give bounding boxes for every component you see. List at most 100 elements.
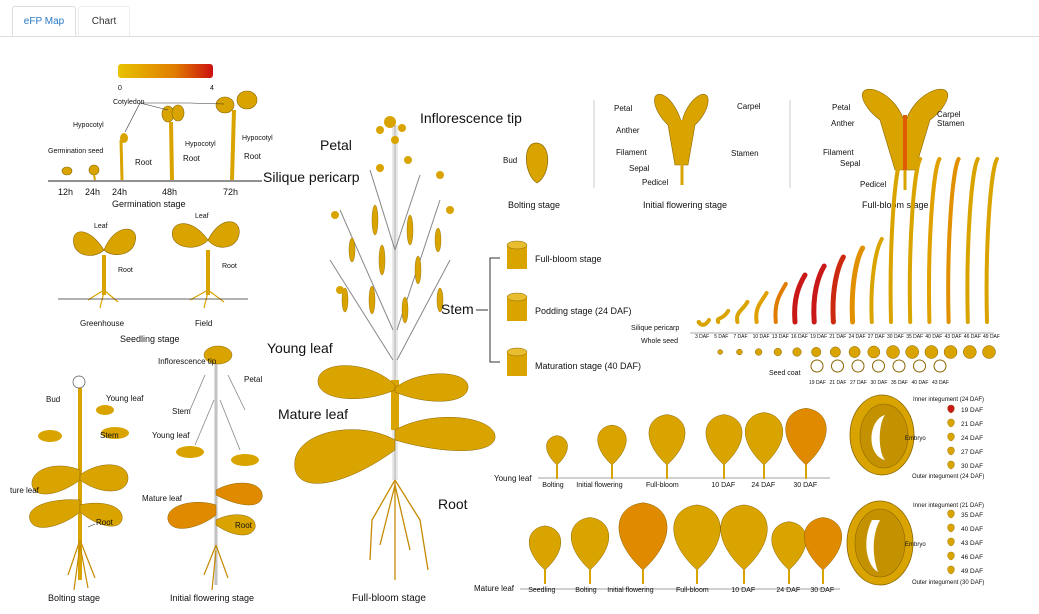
- bolting-young-leaves[interactable]: [38, 405, 129, 442]
- young_leaf_row-leaf-0[interactable]: [546, 435, 568, 466]
- germ-seedling-72h[interactable]: [215, 90, 258, 181]
- seed-coat-1[interactable]: [831, 359, 844, 373]
- silique-pericarp-3[interactable]: [754, 291, 769, 324]
- silique-pericarp-15[interactable]: [984, 157, 999, 324]
- seed_lower-daf-seed-3[interactable]: [947, 551, 955, 561]
- mature_leaf_row-stage-6: 30 DAF: [810, 587, 834, 594]
- young_leaf_row-leaf-2[interactable]: [648, 414, 686, 466]
- mature_leaf_row-stage-1: Bolting: [575, 587, 597, 594]
- whole-seed-14[interactable]: [963, 345, 977, 359]
- silique-pericarp-2[interactable]: [735, 300, 750, 324]
- silique-pericarp-7[interactable]: [830, 254, 846, 325]
- initial-inflorescence-tip[interactable]: [203, 345, 233, 365]
- seed_upper-daf-label-3: 27 DAF: [961, 449, 983, 456]
- whole-seed-12[interactable]: [924, 345, 939, 359]
- silique-daf-label-13: 43 DAF: [945, 334, 962, 340]
- silique-pericarp-9[interactable]: [869, 237, 884, 324]
- seed-coat-5[interactable]: [913, 359, 926, 373]
- whole-seed-10[interactable]: [886, 345, 900, 359]
- tab-efp-map[interactable]: eFP Map: [12, 6, 76, 36]
- young_leaf_row-leaf-1[interactable]: [597, 424, 627, 466]
- initial-flower-filament: Filament: [616, 148, 647, 157]
- fullbloom-petals[interactable]: [331, 156, 454, 294]
- mature_leaf_row-leaf-0[interactable]: [529, 525, 561, 571]
- fullbloom-siliques[interactable]: [341, 204, 444, 324]
- seed-coat-4[interactable]: [892, 359, 906, 373]
- seed_upper-daf-seed-3[interactable]: [947, 446, 955, 456]
- seedling-field[interactable]: [171, 221, 240, 309]
- seed-coat-2[interactable]: [851, 359, 865, 373]
- silique-pericarp-12[interactable]: [927, 157, 942, 324]
- mature_leaf_row-leaf-4[interactable]: [720, 504, 768, 571]
- silique-pericarp-14[interactable]: [965, 157, 980, 324]
- mature_leaf_row-leaf-6[interactable]: [804, 517, 842, 571]
- silique-pericarp-6[interactable]: [811, 263, 827, 325]
- germ-seed-24h[interactable]: [88, 164, 100, 181]
- germ-seedling-48h[interactable]: [161, 104, 185, 181]
- initial-young-leaves[interactable]: [176, 446, 259, 466]
- fullbloom-root[interactable]: [369, 479, 429, 580]
- germ-seed-12h[interactable]: [61, 166, 73, 176]
- stem-cylinder-podding[interactable]: [506, 292, 528, 321]
- seed-coat-daf-1: 21 DAF: [830, 380, 847, 386]
- mature_leaf_row-leaf-2[interactable]: [618, 502, 668, 571]
- whole-seed-7[interactable]: [830, 346, 841, 358]
- seed-coat-6[interactable]: [933, 359, 947, 373]
- silique-pericarp-0[interactable]: [696, 318, 711, 327]
- silique-pericarp-1[interactable]: [715, 309, 731, 324]
- seed_upper-daf-seed-0[interactable]: [947, 404, 955, 414]
- mature_leaf_row-leaf-5[interactable]: [771, 521, 807, 571]
- whole-seed-6[interactable]: [811, 347, 822, 357]
- whole-seed-2[interactable]: [736, 348, 743, 356]
- silique-pericarp-8[interactable]: [849, 245, 866, 325]
- young_leaf_row-leaf-5[interactable]: [785, 408, 827, 466]
- fullbloom-young-leaves[interactable]: [317, 365, 469, 402]
- seed_upper-daf-label-0: 19 DAF: [961, 407, 983, 414]
- whole-seed-5[interactable]: [792, 347, 802, 357]
- seed_upper-daf-seed-4[interactable]: [947, 460, 955, 470]
- seed-coat-daf-4: 35 DAF: [891, 380, 908, 386]
- seed_lower-daf-seed-0[interactable]: [947, 509, 955, 519]
- silique-pericarp-10[interactable]: [888, 157, 903, 324]
- seed_upper-daf-seed-2[interactable]: [947, 432, 955, 442]
- young_leaf_row-leaf-3[interactable]: [705, 414, 743, 466]
- mature_leaf_row-leaf-1[interactable]: [571, 517, 609, 571]
- whole-seed-11[interactable]: [905, 345, 919, 359]
- fullbloom-flower-carpel: Carpel: [937, 110, 961, 119]
- silique-pericarp-11[interactable]: [907, 157, 923, 324]
- stem-cylinder-maturation[interactable]: [506, 347, 528, 376]
- stem-cylinder-fullbloom[interactable]: [506, 240, 528, 269]
- seed-lower-inner[interactable]: [854, 508, 906, 578]
- bolting-mature-leaves[interactable]: [29, 464, 129, 528]
- seed-upper-embryo[interactable]: [871, 415, 885, 460]
- seed_lower-daf-seed-2[interactable]: [947, 537, 955, 547]
- seedling-greenhouse[interactable]: [73, 228, 136, 309]
- seed_lower-daf-seed-1[interactable]: [947, 523, 955, 533]
- whole-seed-4[interactable]: [773, 347, 782, 357]
- germ-seedling-24h[interactable]: [119, 133, 128, 181]
- seed-upper-inner[interactable]: [859, 403, 909, 469]
- whole-seed-8[interactable]: [848, 346, 861, 358]
- silique-pericarp-4[interactable]: [773, 282, 788, 324]
- seed_upper-daf-seed-1[interactable]: [947, 418, 955, 428]
- seed_lower-daf-seed-4[interactable]: [947, 565, 955, 575]
- silique-pericarp-5[interactable]: [792, 272, 808, 325]
- young_leaf_row-leaf-4[interactable]: [745, 412, 783, 466]
- bud-shape[interactable]: [526, 142, 548, 184]
- whole-seed-15[interactable]: [982, 345, 996, 359]
- whole-seed-1[interactable]: [717, 349, 723, 355]
- silique-pericarp-13[interactable]: [946, 157, 961, 324]
- seed-coat-3[interactable]: [872, 359, 885, 373]
- initial-mature-leaves[interactable]: [167, 482, 263, 536]
- whole-seed-13[interactable]: [943, 345, 958, 359]
- young-leaf-row: Young leaf Bolting Initial flowering Full-…: [494, 408, 830, 489]
- tab-chart[interactable]: Chart: [78, 6, 130, 36]
- fullbloom-inflorescence-tip[interactable]: [376, 116, 406, 144]
- seed-lower-embryo[interactable]: [866, 520, 880, 572]
- seed-coat-0[interactable]: [810, 359, 824, 373]
- mature_leaf_row-leaf-3[interactable]: [673, 504, 721, 571]
- whole-seed-3[interactable]: [755, 348, 763, 356]
- whole-seed-9[interactable]: [867, 345, 881, 359]
- fullbloom-mature-leaves[interactable]: [294, 417, 496, 484]
- initial-flowering-plant: Inflorescence tip Petal Stem Young leaf …: [142, 345, 263, 603]
